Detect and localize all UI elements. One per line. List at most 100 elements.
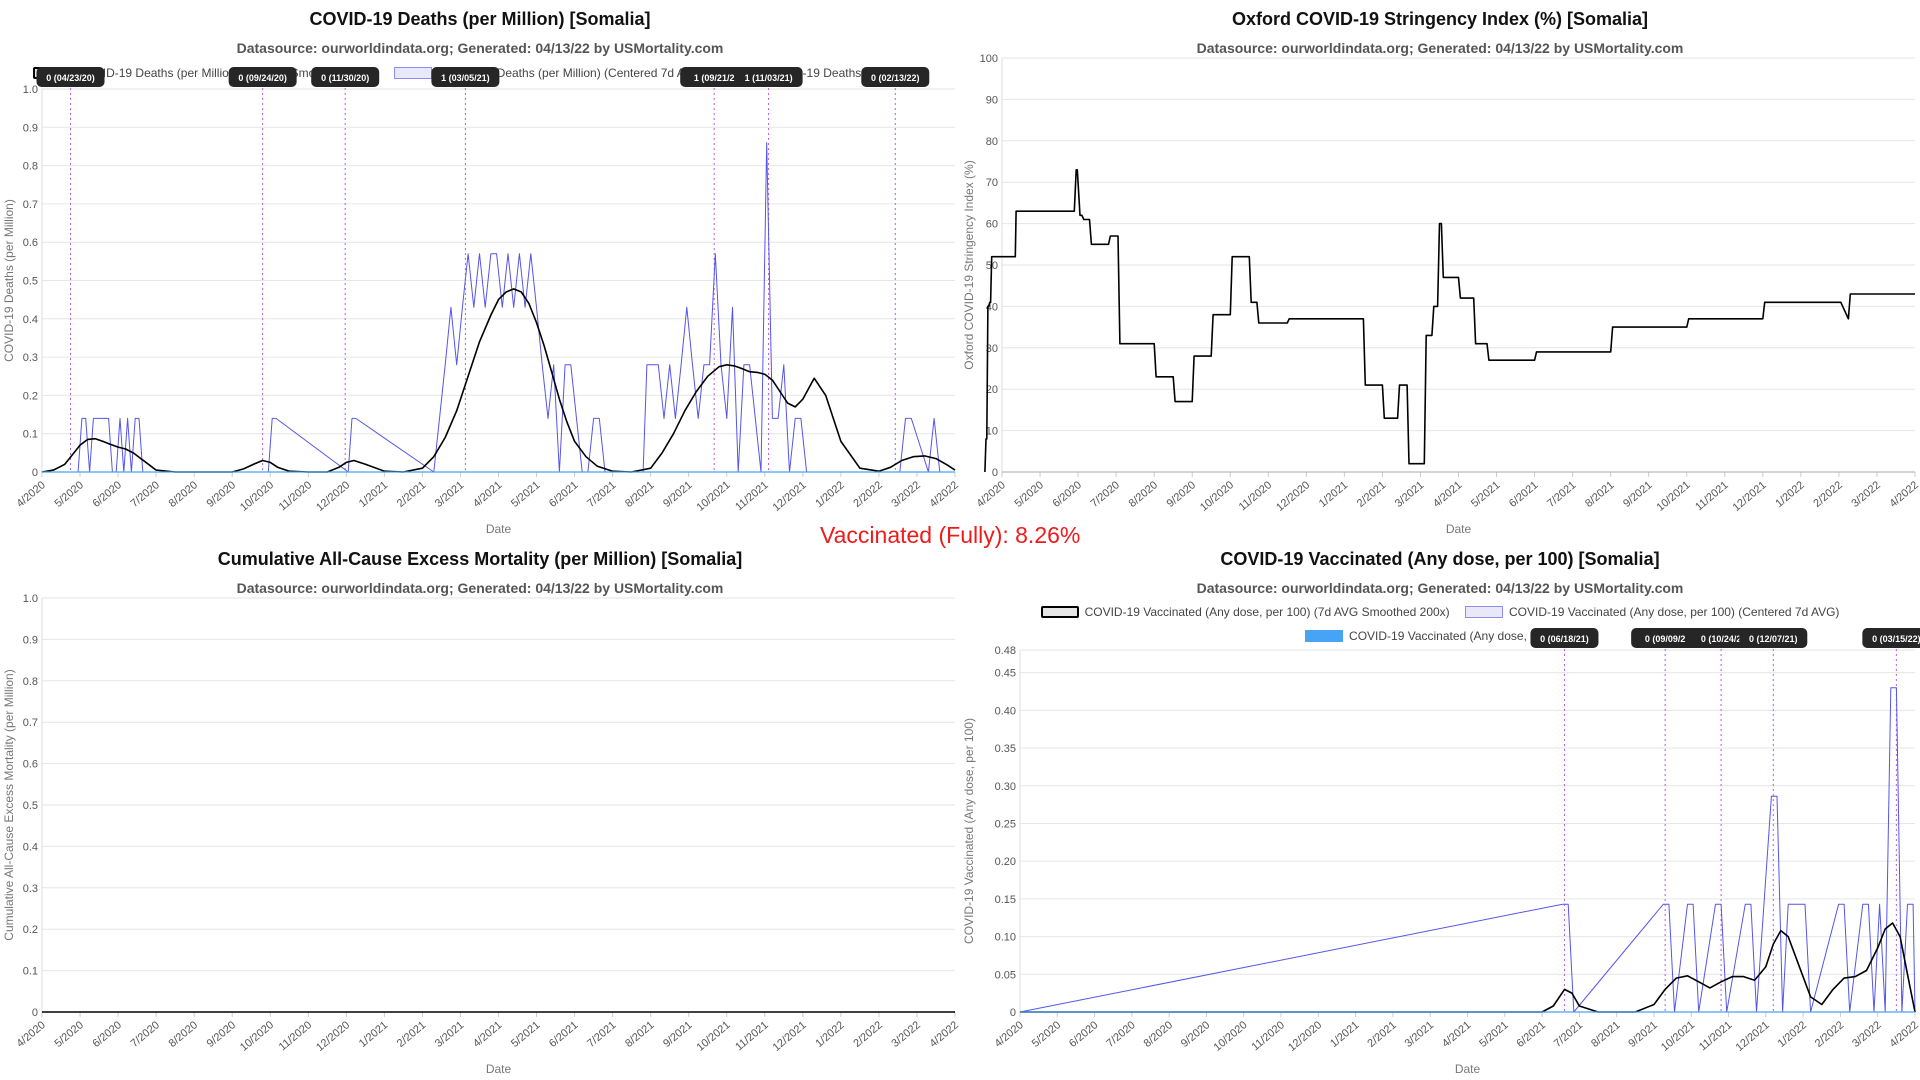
y-tick-label: 30: [986, 343, 998, 355]
y-tick-label: 0.5: [23, 800, 38, 812]
chart-subtitle: Datasource: ourworldindata.org; Generate…: [236, 40, 724, 56]
annotation-label: 1 (03/05/21): [441, 73, 490, 83]
y-tick-label: 0.7: [23, 717, 38, 729]
x-tick-label: 2/2021: [1365, 1019, 1398, 1050]
x-tick-label: 4/2022: [1887, 1019, 1920, 1050]
legend-label: COVID-19 Deaths (per Million) (Centered …: [437, 66, 706, 80]
x-tick-label: 2/2022: [1811, 479, 1844, 510]
x-tick-label: 9/2021: [1621, 479, 1654, 510]
x-tick-label: 2/2021: [395, 479, 428, 510]
x-tick-label: 1/2021: [1328, 1019, 1361, 1050]
x-tick-label: 4/2021: [1431, 479, 1464, 510]
annotation-box: [1739, 628, 1808, 648]
y-tick-label: 0.9: [23, 122, 38, 134]
y-tick-label: 0: [992, 467, 998, 479]
annotation-label: 0 (03/15/22): [1872, 634, 1920, 644]
legend-label: COVID-19 Vaccinated (Any dose, per 100) …: [1509, 605, 1840, 619]
annotation-label: 0 (04/23/20): [46, 73, 95, 83]
annotation-label: 0 (06/18/21): [1540, 634, 1589, 644]
legend-item-centered[interactable]: COVID-19 Deaths (per Million) (Centered …: [393, 62, 706, 84]
x-tick-label: 11/2020: [1249, 1019, 1287, 1053]
chart-deaths-panel: COVID-19 Deaths (per Million) [Somalia] …: [0, 0, 961, 540]
x-tick-label: 5/2021: [1477, 1019, 1510, 1050]
x-axis-title: Date: [1455, 1062, 1481, 1076]
y-tick-label: 0.6: [23, 237, 38, 249]
series-line: [1020, 922, 1916, 1013]
x-tick-label: 9/2020: [205, 479, 238, 510]
annotation-label: 0 (09/24/20): [238, 73, 287, 83]
legend-swatch-centered: [1465, 606, 1504, 618]
y-tick-label: 20: [986, 384, 998, 396]
x-tick-label: 1/2021: [1317, 479, 1350, 510]
annotation-box: [680, 67, 749, 87]
annotation-box: [311, 67, 380, 87]
x-tick-label: 10/2020: [238, 479, 276, 514]
x-tick-label: 9/2021: [1626, 1019, 1659, 1050]
x-tick-label: 10/2021: [1655, 479, 1693, 514]
y-tick-label: 0.8: [23, 161, 38, 173]
y-axis-title: Oxford COVID-19 Stringency Index (%): [962, 160, 976, 369]
x-tick-label: 4/2022: [927, 1019, 960, 1050]
x-tick-label: 3/2022: [1849, 479, 1882, 510]
annotation-label: 0 (10/24/2: [1701, 634, 1742, 644]
x-tick-label: 1/2022: [813, 1019, 846, 1050]
chart-legend: COVID-19 Vaccinated (Any dose, per 100) …: [1020, 601, 1860, 649]
x-tick-label: 11/2020: [277, 479, 315, 513]
x-tick-label: 2/2022: [1813, 1019, 1846, 1050]
x-tick-label: 1/2022: [813, 479, 846, 510]
x-tick-label: 4/2021: [471, 1019, 504, 1050]
x-tick-label: 11/2020: [277, 1019, 315, 1053]
annotation-box: [861, 67, 930, 87]
x-tick-label: 7/2021: [1545, 479, 1578, 510]
x-tick-label: 8/2021: [623, 479, 656, 510]
annotation-label: 0 (11/30/20): [321, 73, 369, 83]
chart-title: Oxford COVID-19 Stringency Index (%) [So…: [1231, 9, 1649, 29]
x-tick-label: 3/2021: [1403, 1019, 1436, 1050]
y-tick-label: 0.4: [23, 841, 38, 853]
x-tick-label: 6/2020: [91, 1019, 124, 1050]
chart-subtitle: Datasource: ourworldindata.org; Generate…: [1196, 40, 1684, 56]
x-tick-label: 1/2021: [357, 479, 390, 510]
y-tick-label: 70: [986, 177, 998, 189]
y-tick-label: 0.8: [23, 676, 38, 688]
x-tick-label: 4/2020: [992, 1019, 1025, 1050]
y-tick-label: 0.15: [995, 894, 1016, 906]
annotation-box: [1631, 628, 1700, 648]
x-tick-label: 7/2020: [1104, 1019, 1137, 1050]
x-tick-label: 8/2020: [1127, 479, 1160, 510]
x-tick-label: 12/2021: [1731, 479, 1769, 514]
x-tick-label: 4/2021: [471, 479, 504, 510]
x-tick-label: 11/2021: [733, 479, 771, 513]
x-tick-label: 9/2020: [1165, 479, 1198, 510]
chart-canvas: 00.10.20.30.40.50.60.70.80.91.04/2020 5/2…: [2, 67, 961, 536]
x-tick-label: 8/2021: [623, 1019, 656, 1050]
legend-item-smoothed[interactable]: COVID-19 Vaccinated (Any dose, per 100) …: [1040, 601, 1450, 623]
legend-item-raw[interactable]: COVID-19 Vaccinated (Any dose, per 100): [1305, 625, 1575, 647]
x-tick-label: 10/2021: [695, 1019, 733, 1054]
x-tick-label: 2/2022: [851, 1019, 884, 1050]
y-tick-label: 0.35: [995, 743, 1016, 755]
x-tick-label: 10/2020: [1212, 1019, 1250, 1054]
legend-item-centered[interactable]: COVID-19 Vaccinated (Any dose, per 100) …: [1465, 601, 1839, 623]
y-tick-label: 0.25: [995, 818, 1016, 830]
x-tick-label: 3/2021: [433, 1019, 466, 1050]
x-tick-label: 10/2021: [695, 479, 733, 514]
x-axis-title: Date: [1446, 522, 1472, 536]
x-tick-label: 6/2021: [547, 479, 580, 510]
chart-subtitle: Datasource: ourworldindata.org; Generate…: [236, 580, 724, 596]
x-tick-label: 3/2021: [1393, 479, 1426, 510]
x-tick-label: 4/2021: [1440, 1019, 1473, 1050]
annotation-label: 0 (12/07/21): [1749, 634, 1798, 644]
chart-title: Cumulative All-Cause Excess Mortality (p…: [217, 549, 743, 569]
y-tick-label: 0.3: [23, 883, 38, 895]
x-tick-label: 8/2020: [167, 1019, 200, 1050]
x-tick-label: 12/2021: [1734, 1019, 1772, 1054]
y-tick-label: 0.1: [23, 429, 38, 441]
x-tick-label: 12/2021: [771, 479, 809, 514]
x-tick-label: 5/2021: [1469, 479, 1502, 510]
annotation-box: [228, 67, 297, 87]
x-tick-label: 5/2021: [509, 1019, 542, 1050]
x-tick-label: 7/2020: [129, 1019, 162, 1050]
annotation-box: [1530, 628, 1599, 648]
annotation-label: 1 (11/03/21): [745, 73, 793, 83]
